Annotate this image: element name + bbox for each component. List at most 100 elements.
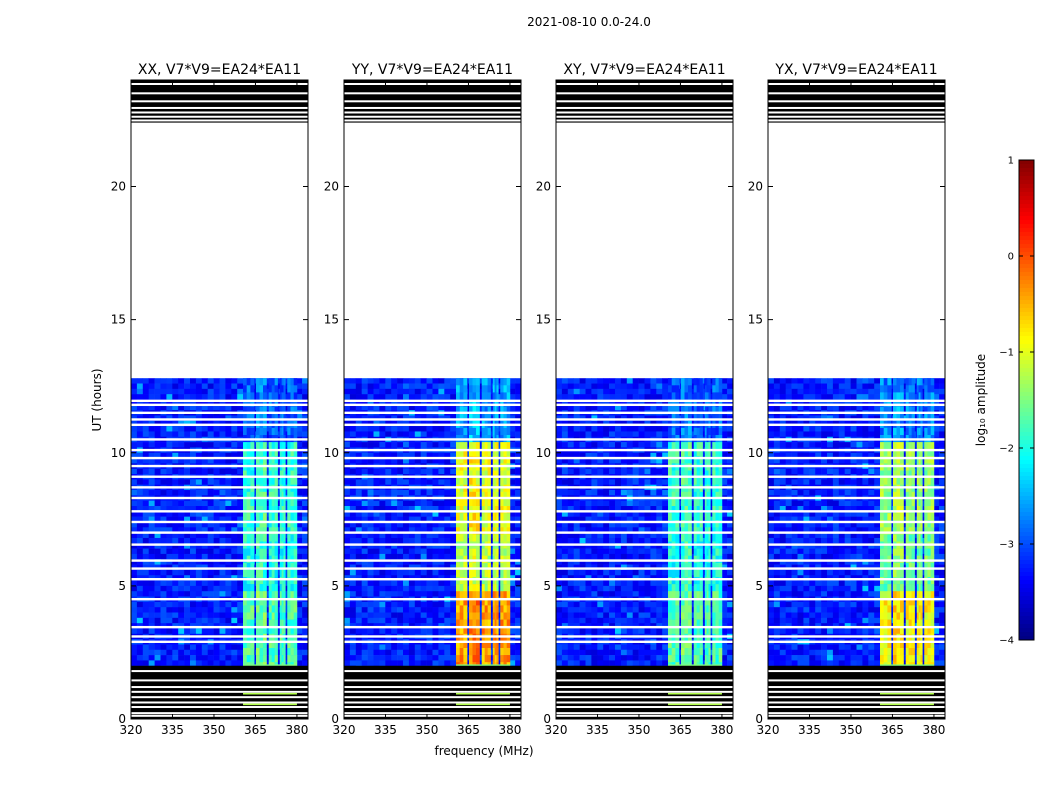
heat-cell bbox=[373, 649, 380, 656]
heat-cell bbox=[373, 458, 380, 464]
heat-cell bbox=[397, 378, 404, 384]
rfi-cell bbox=[481, 442, 485, 450]
rfi-cell bbox=[463, 506, 468, 514]
rfi-cell bbox=[283, 392, 286, 400]
heat-cell bbox=[195, 559, 203, 565]
heat-cell bbox=[355, 628, 362, 635]
heat-cell bbox=[160, 532, 167, 539]
rfi-cell bbox=[472, 569, 477, 578]
heat-cell bbox=[349, 516, 357, 523]
heat-cell bbox=[201, 601, 208, 608]
heat-cell bbox=[408, 399, 416, 406]
rfi-cell bbox=[472, 640, 477, 649]
heat-cell bbox=[408, 516, 416, 523]
rfi-cell bbox=[293, 399, 298, 407]
heat-cell bbox=[397, 649, 404, 656]
heat-cell bbox=[444, 660, 451, 667]
heat-cell bbox=[154, 655, 161, 661]
heat-cell bbox=[420, 527, 427, 533]
heat-cell bbox=[172, 521, 179, 528]
heat-cell bbox=[344, 569, 351, 576]
rfi-cell bbox=[281, 648, 284, 656]
heat-cell bbox=[160, 521, 167, 528]
heat-cell bbox=[414, 399, 421, 406]
rfi-cell bbox=[274, 498, 278, 507]
heat-cell bbox=[142, 458, 149, 464]
heat-cell bbox=[355, 660, 362, 667]
rfi-cell bbox=[271, 477, 275, 485]
rfi-cell bbox=[459, 378, 464, 386]
rfi-cell bbox=[290, 605, 295, 613]
heat-cell bbox=[367, 458, 374, 464]
heat-cell bbox=[142, 511, 149, 517]
heat-cell bbox=[391, 516, 398, 523]
heat-cell bbox=[373, 569, 380, 576]
heat-cell bbox=[344, 543, 351, 549]
heat-cell bbox=[373, 553, 380, 560]
heat-cell bbox=[432, 559, 439, 565]
rfi-cell bbox=[293, 626, 298, 635]
heat-cell bbox=[154, 404, 161, 411]
rfi-cell bbox=[459, 520, 464, 528]
heat-cell bbox=[450, 617, 457, 624]
heat-cell bbox=[160, 559, 167, 565]
rfi-cell bbox=[472, 548, 477, 556]
rfi-cell bbox=[256, 442, 260, 450]
rfi-cell bbox=[459, 648, 464, 656]
rfi-cell bbox=[268, 498, 272, 507]
heat-cell bbox=[450, 527, 457, 533]
rfi-cell bbox=[246, 392, 251, 400]
heat-cell bbox=[361, 521, 368, 528]
heat-cell bbox=[379, 404, 386, 411]
heat-cell bbox=[391, 431, 398, 438]
heat-cell bbox=[432, 500, 439, 507]
heat-cell bbox=[385, 452, 392, 459]
heat-cell bbox=[509, 553, 516, 560]
rfi-cell bbox=[263, 626, 267, 635]
heat-cell bbox=[237, 431, 244, 438]
heat-cell bbox=[426, 404, 433, 411]
heat-cell bbox=[344, 452, 351, 459]
heat-cell bbox=[231, 506, 238, 512]
rfi-cell bbox=[290, 534, 295, 542]
rfi-cell bbox=[476, 385, 480, 393]
heat-cell bbox=[231, 378, 238, 384]
heat-cell bbox=[172, 612, 179, 619]
rfi-cell bbox=[481, 520, 485, 528]
heat-cell bbox=[136, 559, 144, 565]
heat-cell bbox=[225, 537, 232, 544]
rfi-cell bbox=[290, 449, 295, 457]
rfi-cell bbox=[459, 385, 464, 393]
rfi-cell bbox=[283, 640, 286, 649]
heat-cell bbox=[438, 399, 445, 406]
heat-cell bbox=[403, 383, 410, 390]
heat-cell bbox=[160, 426, 167, 432]
heat-cell bbox=[213, 585, 220, 592]
heat-cell bbox=[154, 479, 161, 486]
heat-cell bbox=[142, 601, 149, 608]
rfi-cell bbox=[271, 449, 275, 457]
heat-cell bbox=[397, 655, 404, 661]
heat-cell bbox=[438, 591, 445, 597]
heat-cell bbox=[160, 506, 167, 512]
rfi-cell bbox=[487, 527, 491, 535]
heat-cell bbox=[420, 644, 427, 651]
rfi-cell bbox=[274, 612, 278, 620]
rfi-cell bbox=[283, 569, 286, 578]
rfi-cell bbox=[243, 584, 247, 592]
rfi-cell bbox=[246, 498, 251, 507]
heat-cell bbox=[178, 660, 185, 667]
heat-cell bbox=[195, 532, 203, 539]
heat-cell bbox=[397, 516, 404, 523]
heat-cell bbox=[420, 532, 427, 539]
heat-cell bbox=[296, 543, 303, 549]
rfi-cell bbox=[243, 577, 247, 585]
heat-cell bbox=[207, 527, 214, 533]
heat-cell bbox=[349, 548, 357, 555]
heat-cell bbox=[190, 612, 197, 619]
heat-cell bbox=[172, 591, 179, 597]
rfi-cell bbox=[456, 548, 460, 556]
heat-cell bbox=[296, 591, 303, 597]
heat-cell bbox=[190, 399, 197, 406]
heat-cell bbox=[408, 649, 416, 656]
